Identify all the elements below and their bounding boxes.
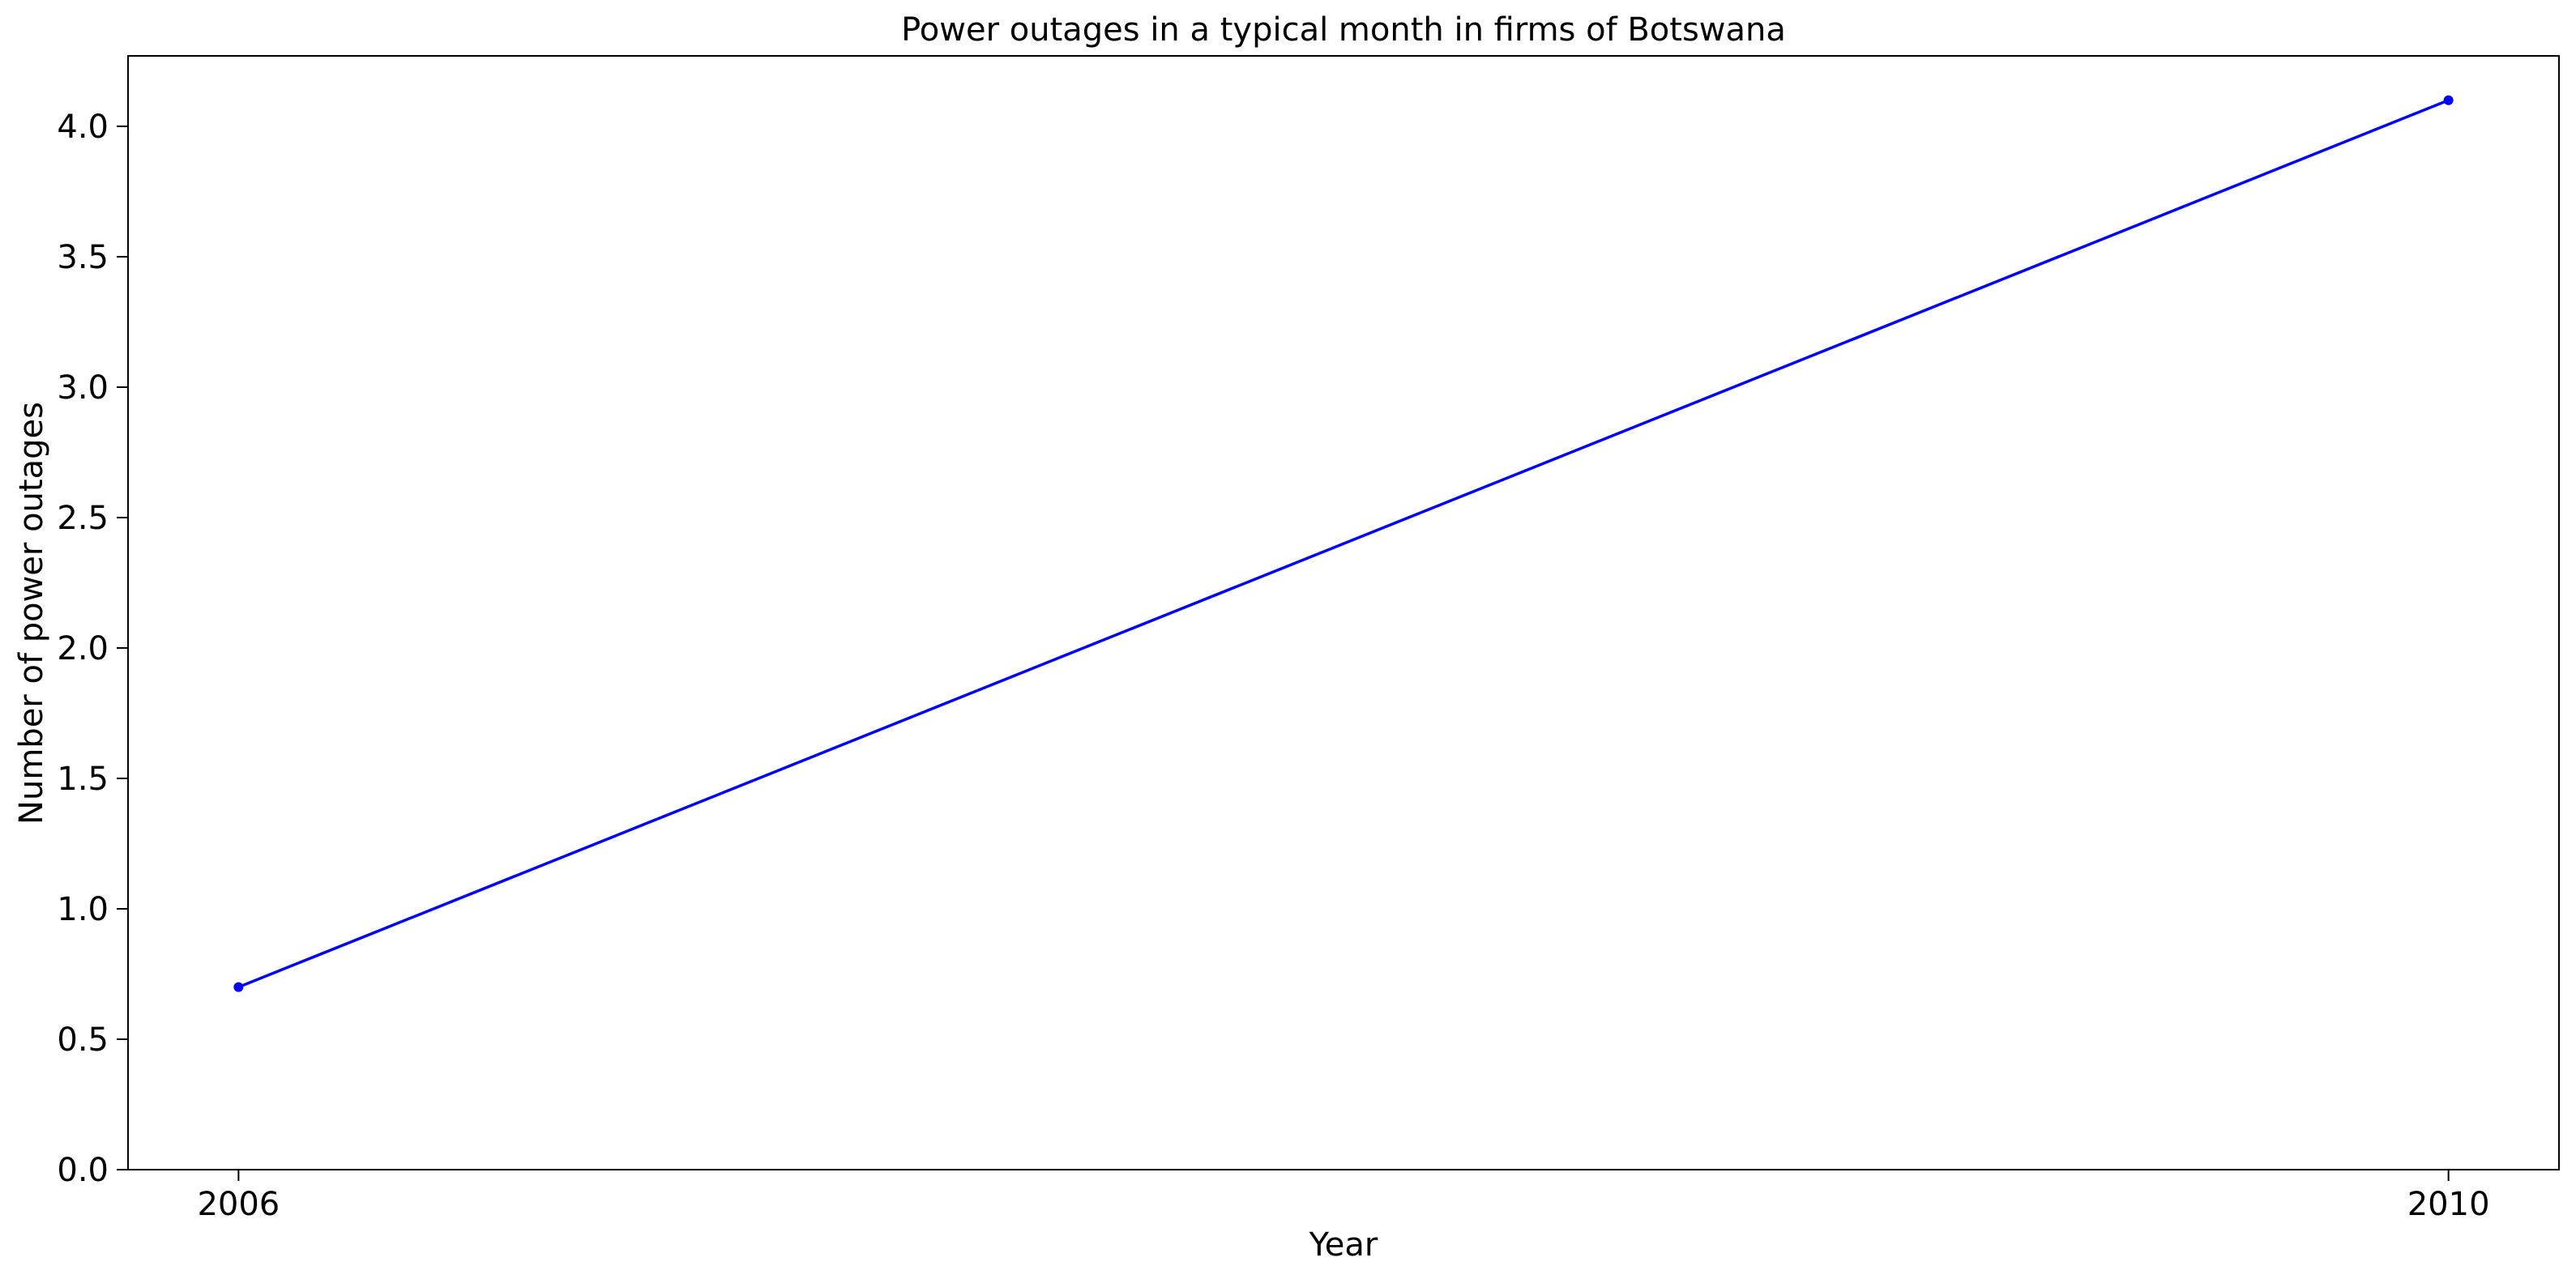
data-point (233, 982, 244, 992)
x-axis-ticks: 2006 2010 (197, 1170, 2490, 1223)
y-tick-label: 2.5 (57, 500, 109, 537)
y-tick-label: 4.0 (57, 109, 109, 146)
y-axis-ticks: 0.0 0.5 1.0 1.5 2.0 2.5 3.0 3.5 4.0 (57, 109, 128, 1189)
y-tick-label: 3.0 (57, 369, 109, 407)
y-tick-label: 0.0 (57, 1152, 109, 1189)
chart-title: Power outages in a typical month in firm… (901, 11, 1786, 49)
y-tick-label: 1.0 (57, 891, 109, 928)
x-tick-label: 2006 (197, 1186, 280, 1223)
x-axis-label: Year (1309, 1226, 1378, 1264)
x-tick-label: 2010 (2407, 1186, 2490, 1223)
plot-frame (127, 55, 2560, 1170)
y-tick-label: 0.5 (57, 1021, 109, 1059)
y-tick-label: 1.5 (57, 761, 109, 798)
series-line (237, 98, 2450, 989)
y-tick-label: 2.0 (57, 630, 109, 667)
data-point (2443, 95, 2454, 105)
y-axis-label: Number of power outages (13, 402, 50, 825)
y-tick-label: 3.5 (57, 239, 109, 276)
series-layer (233, 95, 2454, 992)
